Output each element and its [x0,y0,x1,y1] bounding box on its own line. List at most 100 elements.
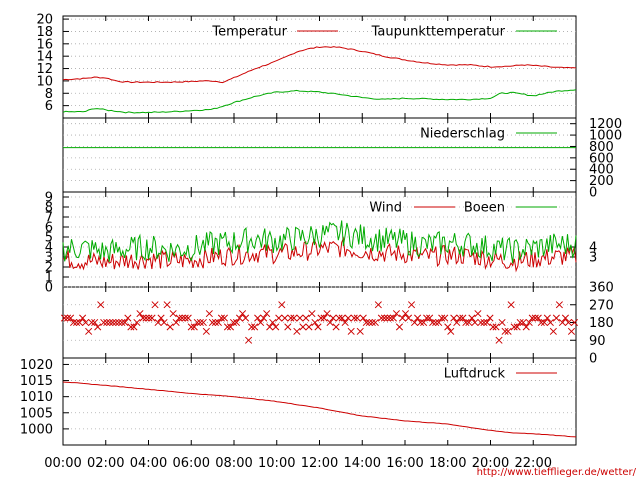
direction-point [272,323,280,331]
wind-legend-label: Boeen [464,201,505,216]
direction-point [344,314,352,322]
direction-point [254,314,262,322]
temp-tick-label: 8 [45,87,53,102]
x-tick-label: 02:00 [87,456,124,471]
direction-point [178,314,186,322]
footer-url: http://www.tiefflieger.de/wetter/ [477,467,637,478]
direction-point [489,323,497,331]
x-tick-label: 12:00 [301,456,338,471]
pressure-tick-label: 1000 [20,422,53,437]
direction-point [175,314,183,322]
rain-tick-label-right: 200 [589,174,614,189]
direction-point [112,318,120,327]
pressure-legend-label: Luftdruck [444,367,506,382]
direction-point [190,323,198,331]
temp-series-line [62,89,577,114]
direction-point [172,318,180,327]
direction-point [453,318,461,327]
direction-point [492,323,500,331]
direction-point [404,314,413,322]
direction-point [359,314,367,322]
temp-tick-label: 20 [36,13,53,28]
direction-point [477,318,485,327]
direction-point [278,301,286,309]
direction-point [63,314,72,322]
direction-point [395,323,404,331]
direction-point [362,318,370,327]
direction-point [456,314,464,322]
direction-point [329,314,337,322]
direction-point [214,318,222,327]
direction-point [121,318,129,327]
wind-series-line [62,220,577,264]
wind-tick-label: 6 [45,221,53,236]
direction-point [423,314,431,322]
direction-point [157,314,165,322]
direction-point [196,318,204,327]
direction-point [546,318,554,327]
direction-point [426,314,434,322]
wind-series-line [62,236,577,273]
direction-point [528,314,536,322]
direction-point [208,318,216,327]
direction-point [398,314,407,322]
rain-tick-label-right: 800 [589,140,614,155]
direction-point [474,310,482,318]
direction-point [465,318,473,327]
direction-point [531,314,539,322]
direction-point [540,318,548,327]
direction-point [109,318,117,327]
direction-point [145,314,153,322]
x-tick-label: 20:00 [472,456,509,471]
direction-point [187,323,195,331]
x-tick-label: 16:00 [386,456,423,471]
direction-tick-label-right: 270 [589,298,614,313]
direction-point [139,314,147,322]
direction-point [290,314,298,322]
wind-tick-label: 1 [45,271,53,286]
direction-point [245,336,253,344]
direction-point [564,318,573,327]
direction-point [70,318,78,327]
direction-point [353,314,361,322]
direction-point [251,323,259,331]
direction-point [549,327,557,335]
direction-point [507,301,515,309]
direction-point [133,318,141,327]
direction-point [447,327,455,335]
x-tick-label: 10:00 [258,456,295,471]
direction-point [118,318,126,327]
direction-point [275,314,283,322]
direction-point [441,314,449,322]
direction-point [468,314,476,322]
direction-point [103,318,111,327]
direction-point [266,323,274,331]
direction-point [525,318,533,327]
direction-point [350,314,358,322]
direction-point [100,318,108,327]
direction-point [163,301,171,309]
direction-point [389,314,397,322]
direction-point [537,318,545,327]
direction-point [76,318,84,327]
direction-point [513,323,521,331]
rain-tick-label-right: 1000 [589,129,622,144]
x-tick-label: 00:00 [44,456,81,471]
wind-tick-label-right: 3 [589,251,597,266]
direction-point [184,314,192,322]
rain-tick-label-right: 600 [589,151,614,166]
temp-tick-label: 16 [36,37,53,52]
direction-point [169,310,177,318]
wind-tick-label: 9 [45,191,53,206]
x-tick-label: 06:00 [173,456,210,471]
direction-point [504,327,512,335]
rain-legend-label: Niederschlag [420,127,505,142]
direction-point [386,314,394,322]
direction-point [450,314,458,322]
direction-point [516,318,524,327]
direction-point [323,310,331,318]
direction-point [284,323,292,331]
